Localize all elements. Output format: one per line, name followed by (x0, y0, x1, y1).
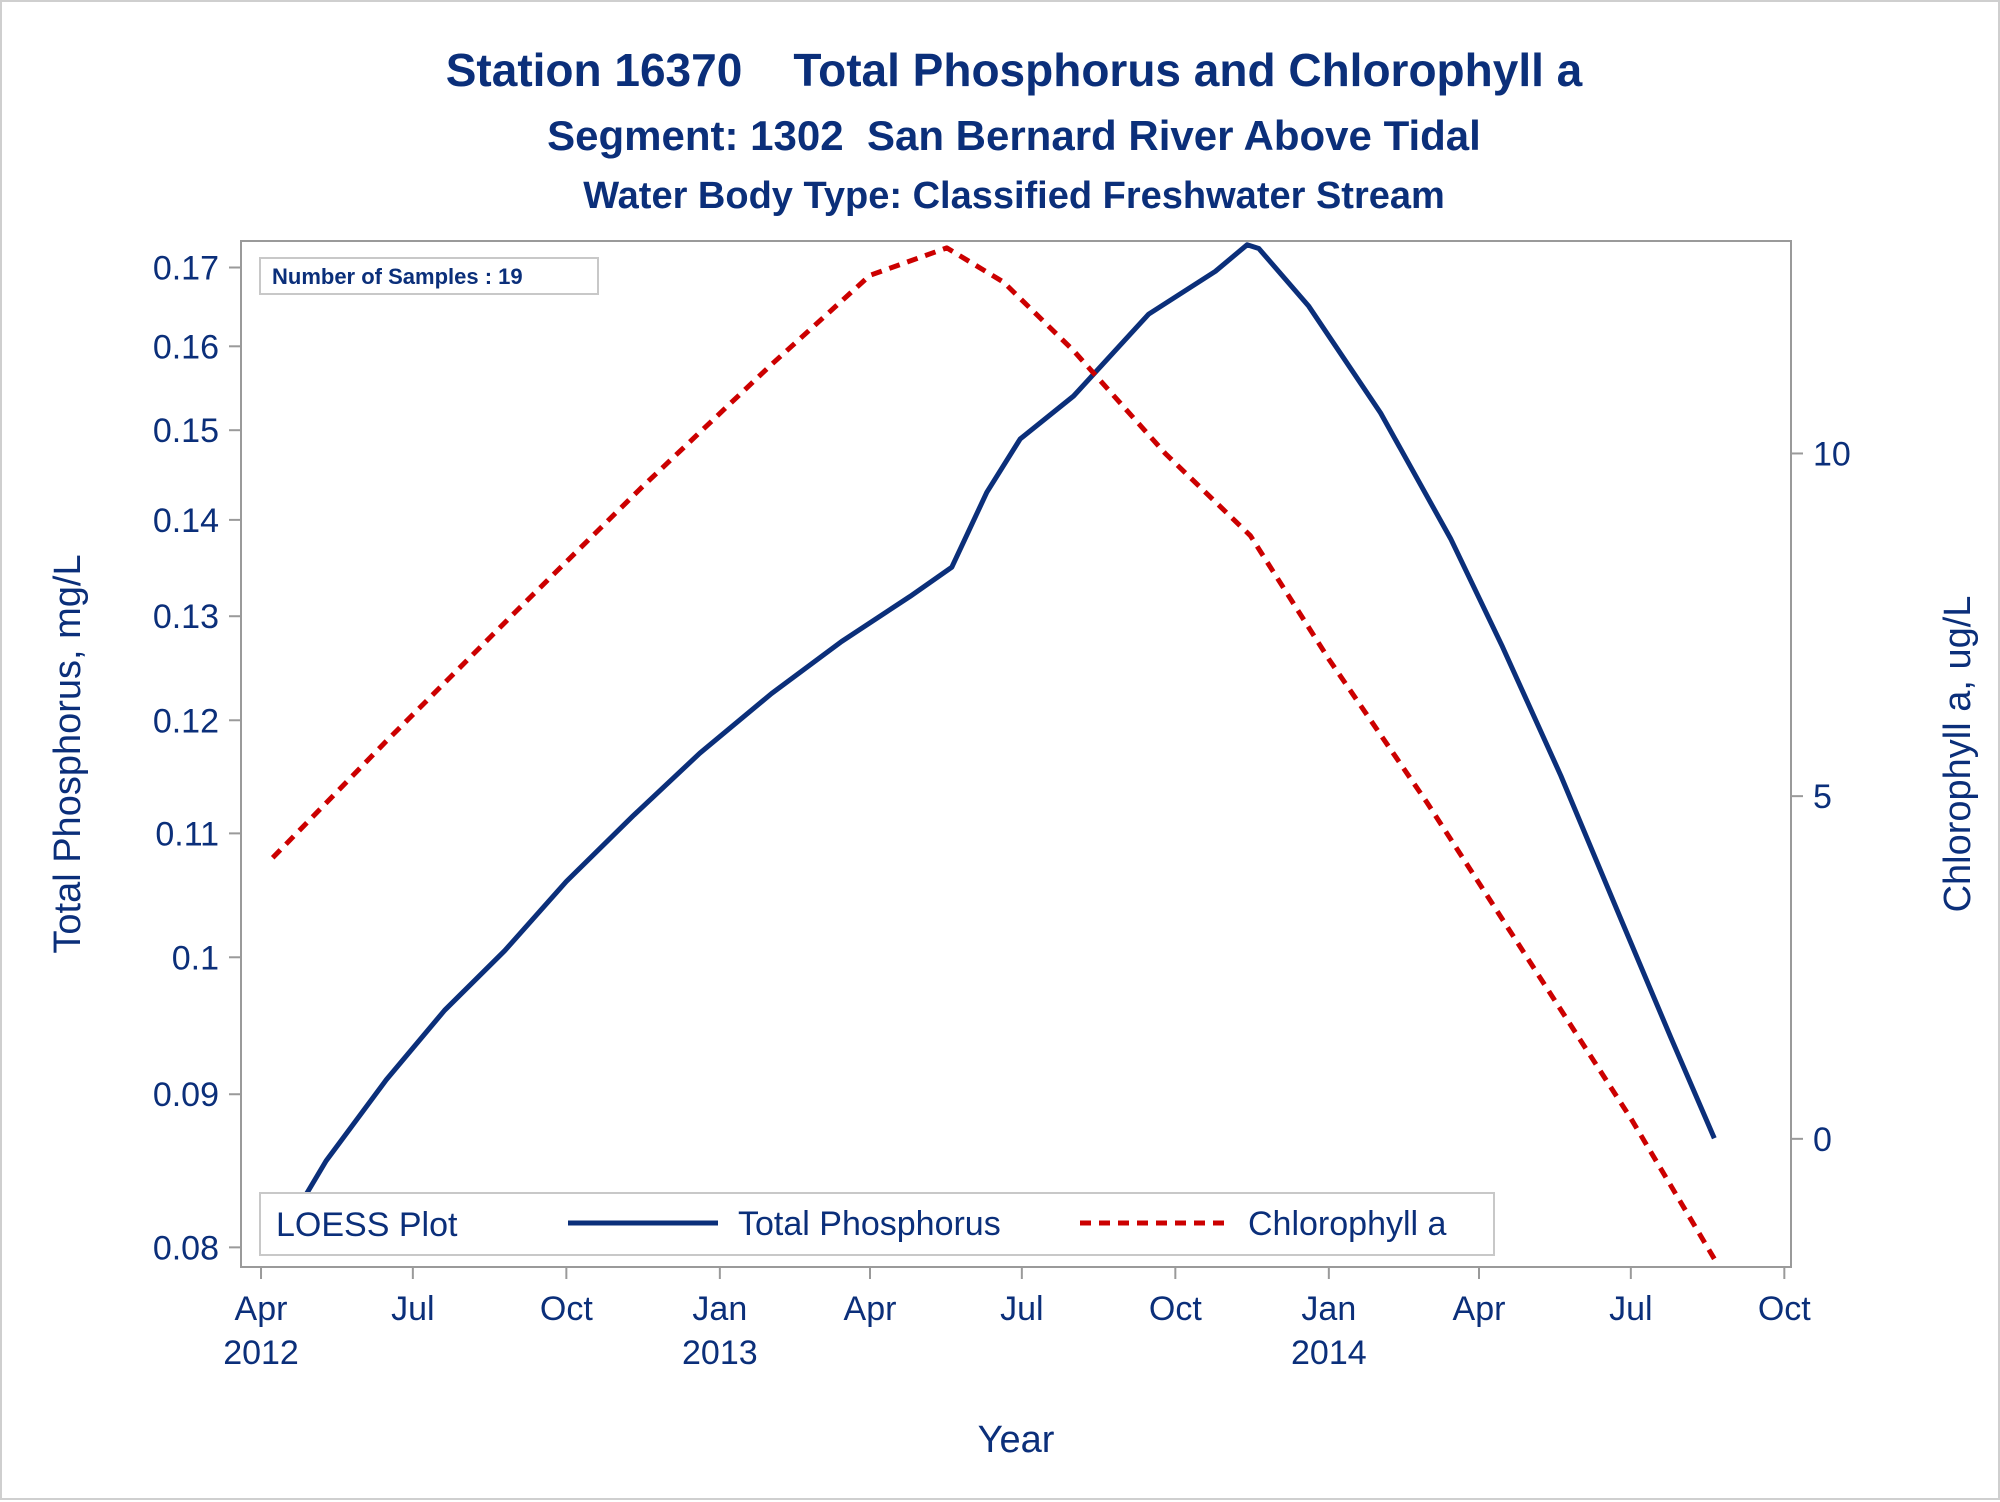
legend-title: LOESS Plot (276, 1206, 458, 1244)
chart-title: Station 16370 Total Phosphorus and Chlor… (446, 44, 1583, 96)
sample-count-text: Number of Samples : 19 (272, 264, 523, 289)
x-tick-label: Jan (1301, 1290, 1356, 1328)
y-tick-label: 0.08 (153, 1229, 219, 1267)
x-tick-label: Jul (391, 1290, 434, 1328)
x-tick-label: Jan (692, 1290, 747, 1328)
y2-axis-label: Chlorophyll a, ug/L (1937, 596, 1979, 913)
x-tick-year-label: 2014 (1291, 1334, 1367, 1372)
x-tick-year-label: 2013 (682, 1334, 758, 1372)
x-tick-label: Apr (844, 1290, 897, 1328)
legend-label-chlorophyll-a: Chlorophyll a (1248, 1205, 1447, 1243)
y-tick-label: 0.09 (153, 1076, 219, 1114)
legend-label-total-phosphorus: Total Phosphorus (738, 1205, 1001, 1243)
x-axis-label: Year (978, 1419, 1055, 1461)
plot-area (240, 240, 1792, 1268)
y2-tick-label: 5 (1813, 778, 1832, 816)
y-tick-label: 0.16 (153, 328, 219, 366)
x-tick-label: Jul (1000, 1290, 1043, 1328)
chart-subtitle-segment: Segment: 1302 San Bernard River Above Ti… (547, 112, 1481, 159)
x-tick-label: Apr (1453, 1290, 1506, 1328)
legend-box (259, 1192, 1495, 1256)
series-line-total-phosphorus (270, 242, 1717, 1252)
y-axis-ticks: 0.08 0.09 0.1 0.11 0.12 0.13 0.14 0.15 0.16 0.17 (153, 249, 241, 1267)
x-tick-year-label: 2012 (223, 1334, 299, 1372)
x-tick-label: Apr (235, 1290, 288, 1328)
x-tick-label: Oct (1149, 1290, 1202, 1328)
y2-axis-ticks: 0 5 10 (1791, 435, 1851, 1159)
y2-tick-label: 10 (1813, 435, 1851, 473)
y-axis-label: Total Phosphorus, mg/L (47, 554, 89, 953)
x-tick-label: Jul (1609, 1290, 1652, 1328)
chart-subtitle-waterbody: Water Body Type: Classified Freshwater S… (583, 175, 1445, 217)
legend: LOESS Plot Total Phosphorus Chlorophyll … (259, 1192, 1495, 1256)
x-tick-label: Oct (540, 1290, 593, 1328)
x-axis-ticks: Apr 2012 Jul Oct Jan 2013 Apr Jul Oct Jan 2014 Apr J… (223, 1267, 1811, 1372)
x-tick-label: Oct (1758, 1290, 1811, 1328)
y-tick-label: 0.12 (153, 702, 219, 740)
y-tick-label: 0.15 (153, 412, 219, 450)
sample-count-inset: Number of Samples : 19 (259, 257, 599, 295)
series-group (270, 242, 1717, 1261)
y2-tick-label: 0 (1813, 1121, 1832, 1159)
y-tick-label: 0.17 (153, 249, 219, 287)
y-tick-label: 0.14 (153, 502, 219, 540)
y-tick-label: 0.13 (153, 598, 219, 636)
series-line-chlorophyll-a (270, 245, 1717, 1261)
y-tick-label: 0.11 (155, 815, 219, 853)
y-tick-label: 0.1 (172, 939, 219, 977)
